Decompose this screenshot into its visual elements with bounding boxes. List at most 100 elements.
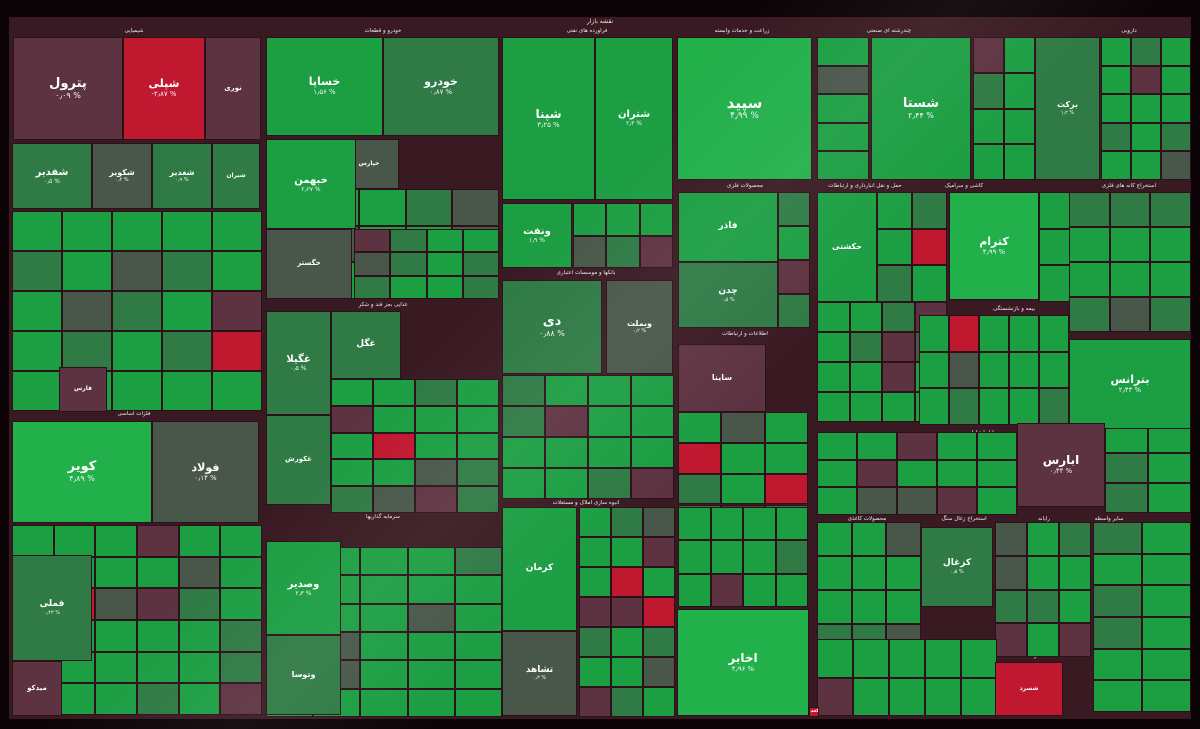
small-stock-tile[interactable] bbox=[373, 459, 415, 487]
small-stock-tile[interactable] bbox=[354, 275, 391, 299]
small-stock-tile[interactable] bbox=[611, 657, 643, 687]
small-stock-tile[interactable] bbox=[949, 388, 979, 425]
small-stock-tile[interactable] bbox=[331, 432, 373, 460]
small-stock-tile[interactable] bbox=[137, 588, 179, 620]
small-stock-tile[interactable] bbox=[162, 371, 212, 411]
small-stock-tile[interactable] bbox=[961, 677, 997, 716]
small-stock-tile[interactable] bbox=[415, 432, 457, 460]
small-stock-tile[interactable] bbox=[631, 375, 674, 406]
small-stock-tile[interactable] bbox=[162, 291, 212, 331]
small-stock-tile[interactable] bbox=[882, 392, 915, 422]
small-stock-tile[interactable] bbox=[606, 203, 640, 236]
small-stock-tile[interactable] bbox=[817, 392, 850, 422]
small-stock-tile[interactable] bbox=[949, 315, 979, 352]
ticker-kavir[interactable]: کویر ۴٫۸۹ % bbox=[12, 421, 152, 523]
ticker-khodro[interactable]: خودرو ۰٫۸۷ % bbox=[383, 37, 499, 136]
small-stock-tile[interactable] bbox=[961, 639, 997, 678]
small-stock-tile[interactable] bbox=[360, 603, 408, 632]
small-stock-tile[interactable] bbox=[1131, 151, 1161, 180]
small-stock-tile[interactable] bbox=[373, 379, 415, 406]
small-stock-tile[interactable] bbox=[919, 351, 949, 389]
small-stock-tile[interactable] bbox=[178, 588, 221, 620]
small-stock-tile[interactable] bbox=[1142, 585, 1191, 617]
small-stock-tile[interactable] bbox=[454, 547, 502, 576]
small-stock-tile[interactable] bbox=[573, 203, 607, 236]
small-stock-tile[interactable] bbox=[1161, 151, 1191, 180]
small-stock-tile[interactable] bbox=[502, 468, 545, 499]
small-stock-tile[interactable] bbox=[12, 331, 62, 371]
small-stock-tile[interactable] bbox=[331, 486, 373, 513]
small-stock-tile[interactable] bbox=[1101, 151, 1131, 180]
small-stock-tile[interactable] bbox=[415, 379, 457, 406]
small-stock-tile[interactable] bbox=[1131, 37, 1161, 66]
small-stock-tile[interactable] bbox=[502, 437, 545, 468]
small-stock-tile[interactable] bbox=[912, 192, 947, 229]
small-stock-tile[interactable] bbox=[462, 275, 499, 299]
small-stock-tile[interactable] bbox=[643, 627, 675, 657]
ticker-vtoosa[interactable]: وتوسا bbox=[266, 635, 341, 715]
small-stock-tile[interactable] bbox=[1148, 483, 1191, 513]
small-stock-tile[interactable] bbox=[112, 291, 162, 331]
small-stock-tile[interactable] bbox=[457, 405, 499, 433]
small-stock-tile[interactable] bbox=[1109, 262, 1151, 297]
small-stock-tile[interactable] bbox=[1004, 144, 1035, 180]
small-stock-tile[interactable] bbox=[912, 228, 947, 266]
small-stock-tile[interactable] bbox=[1142, 680, 1191, 712]
small-stock-tile[interactable] bbox=[1105, 483, 1148, 513]
small-stock-tile[interactable] bbox=[1093, 553, 1142, 586]
small-stock-tile[interactable] bbox=[1004, 108, 1035, 145]
small-stock-tile[interactable] bbox=[545, 375, 588, 406]
small-stock-tile[interactable] bbox=[925, 639, 961, 678]
small-stock-tile[interactable] bbox=[678, 573, 711, 607]
small-stock-tile[interactable] bbox=[817, 122, 869, 152]
small-stock-tile[interactable] bbox=[178, 620, 221, 652]
small-stock-tile[interactable] bbox=[178, 525, 221, 557]
small-stock-tile[interactable] bbox=[95, 556, 137, 589]
small-stock-tile[interactable] bbox=[162, 211, 212, 251]
small-stock-tile[interactable] bbox=[373, 432, 415, 460]
small-stock-tile[interactable] bbox=[454, 660, 502, 689]
small-stock-tile[interactable] bbox=[643, 507, 675, 537]
small-stock-tile[interactable] bbox=[882, 332, 915, 362]
ticker-hakashti[interactable]: حکشتی bbox=[817, 192, 877, 302]
small-stock-tile[interactable] bbox=[851, 590, 887, 624]
small-stock-tile[interactable] bbox=[631, 468, 674, 499]
ticker-shoghdir[interactable]: شغدیر ۰٫۹ % bbox=[152, 143, 212, 209]
small-stock-tile[interactable] bbox=[588, 406, 631, 437]
small-stock-tile[interactable] bbox=[1142, 522, 1191, 554]
small-stock-tile[interactable] bbox=[1150, 192, 1191, 227]
small-stock-tile[interactable] bbox=[1109, 297, 1151, 332]
small-stock-tile[interactable] bbox=[573, 235, 607, 268]
small-stock-tile[interactable] bbox=[611, 627, 643, 657]
small-stock-tile[interactable] bbox=[937, 459, 977, 488]
small-stock-tile[interactable] bbox=[359, 189, 406, 226]
ticker-shesard[interactable]: شسرد bbox=[995, 662, 1063, 716]
small-stock-tile[interactable] bbox=[877, 228, 912, 266]
small-stock-tile[interactable] bbox=[1101, 94, 1131, 123]
small-stock-tile[interactable] bbox=[579, 537, 611, 567]
small-stock-tile[interactable] bbox=[1027, 623, 1059, 657]
small-stock-tile[interactable] bbox=[454, 688, 502, 717]
small-stock-tile[interactable] bbox=[331, 379, 373, 406]
small-stock-tile[interactable] bbox=[778, 192, 810, 226]
ticker-khbahman[interactable]: خبهمن ۲٫۲۷ % bbox=[266, 139, 356, 229]
small-stock-tile[interactable] bbox=[415, 486, 457, 513]
small-stock-tile[interactable] bbox=[643, 687, 675, 717]
ticker-sepid[interactable]: سپید ۴٫۹۹ % bbox=[677, 37, 812, 180]
small-stock-tile[interactable] bbox=[220, 651, 262, 684]
small-stock-tile[interactable] bbox=[631, 437, 674, 468]
ticker-khgostar[interactable]: خگستر bbox=[266, 229, 352, 299]
small-stock-tile[interactable] bbox=[457, 486, 499, 513]
small-stock-tile[interactable] bbox=[995, 522, 1027, 556]
small-stock-tile[interactable] bbox=[454, 575, 502, 604]
small-stock-tile[interactable] bbox=[588, 375, 631, 406]
small-stock-tile[interactable] bbox=[112, 371, 162, 411]
small-stock-tile[interactable] bbox=[407, 547, 455, 576]
small-stock-tile[interactable] bbox=[1039, 388, 1069, 425]
ticker-tashahed[interactable]: تشاهد ۰٫۳ % bbox=[502, 631, 577, 716]
small-stock-tile[interactable] bbox=[778, 260, 810, 294]
ticker-shafdir[interactable]: شفدیر ۰٫۵ % bbox=[12, 143, 92, 209]
small-stock-tile[interactable] bbox=[1161, 94, 1191, 123]
small-stock-tile[interactable] bbox=[1093, 522, 1142, 554]
small-stock-tile[interactable] bbox=[1093, 648, 1142, 681]
